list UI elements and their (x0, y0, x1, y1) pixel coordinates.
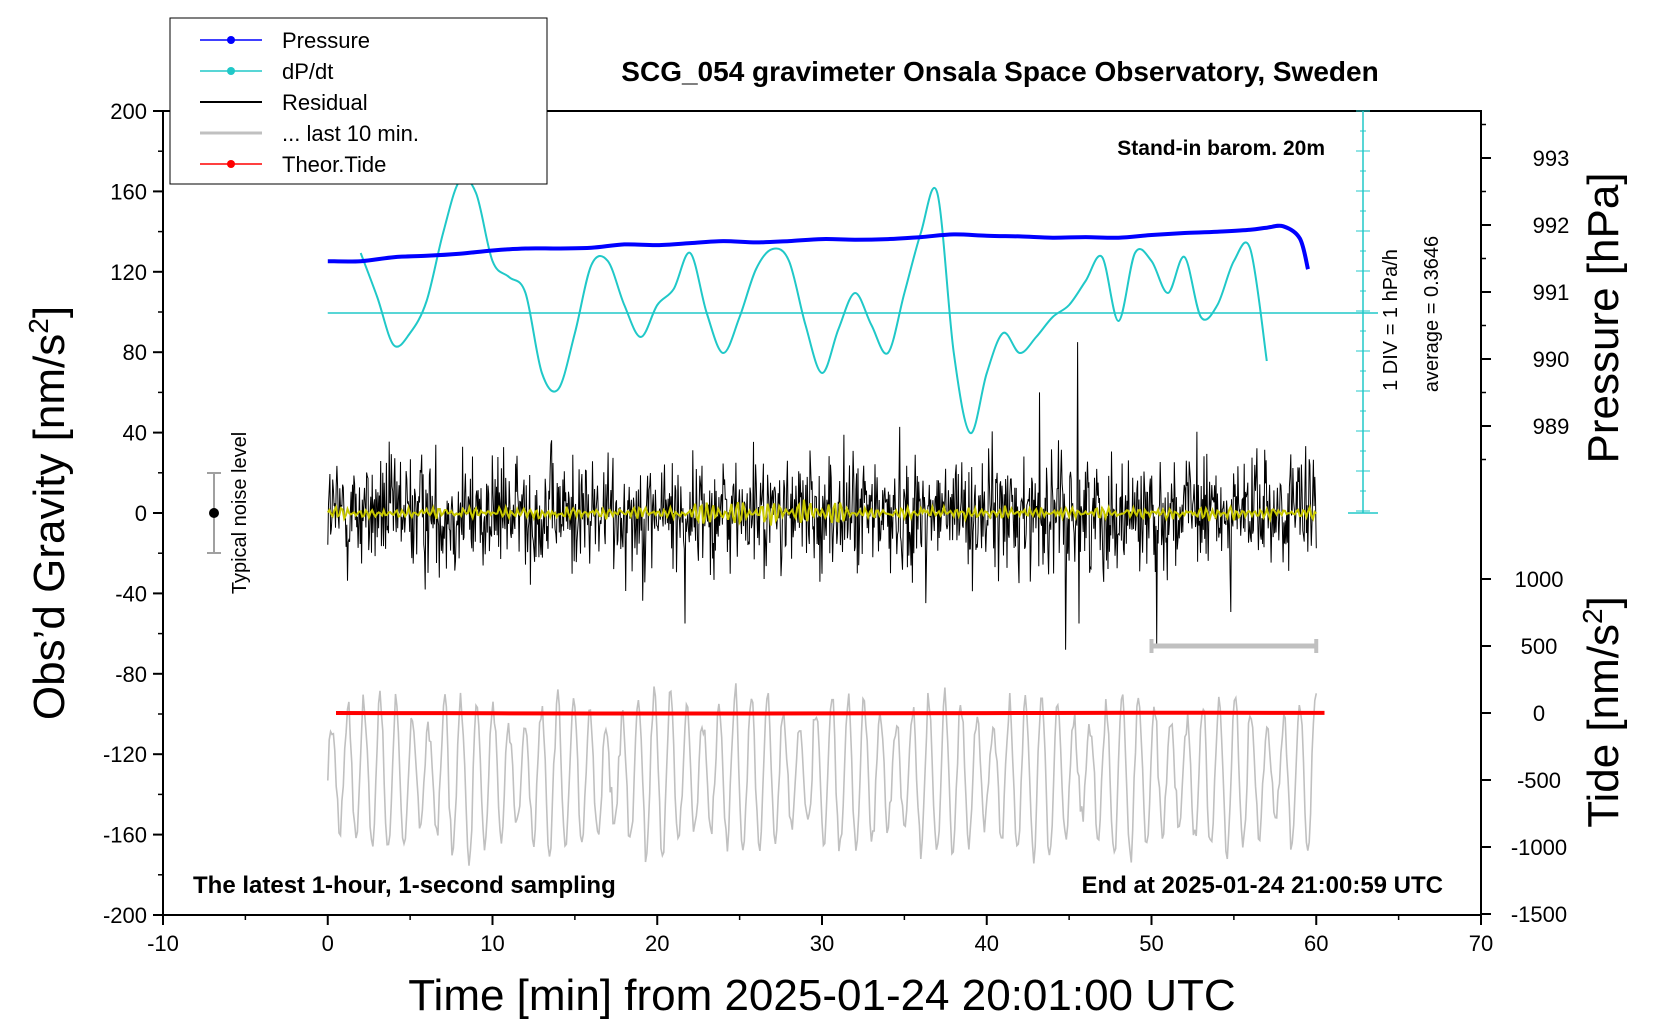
y-axis-left: 200 160 120 80 40 0 -40 -80 -120 -160 -200 (103, 99, 163, 928)
y-axis-pressure-label: Pressure [hPa] (1579, 172, 1628, 463)
pressure-tick-label: 990 (1533, 347, 1570, 372)
legend-label: Residual (282, 90, 368, 115)
y-left-tick-label: -80 (115, 662, 147, 687)
pressure-line (327, 223, 1310, 270)
pressure-tick-label: 989 (1533, 414, 1570, 439)
legend-marker (227, 160, 235, 168)
legend-marker (227, 36, 235, 44)
y-left-label-main: Obs’d Gravity [nm/s (25, 334, 74, 720)
noise-level-label: Typical noise level (229, 432, 251, 594)
residual-line (327, 342, 1317, 650)
tide-tick-label: 0 (1533, 701, 1545, 726)
dpdt-average-label: average = 0.3646 (1421, 236, 1443, 392)
tide-line (335, 710, 1325, 716)
x-tick-label: 60 (1304, 931, 1328, 956)
y-left-tick-label: 0 (135, 501, 147, 526)
tide-label-close: ] (1579, 596, 1628, 608)
legend-label: Pressure (282, 28, 370, 53)
dpdt-scale-label: 1 DIV = 1 hPa/h (1380, 249, 1402, 391)
y-left-tick-label: 80 (123, 340, 147, 365)
x-tick-label: 0 (322, 931, 334, 956)
y-left-tick-label: -120 (103, 742, 147, 767)
tide-label-sup: 2 (1577, 608, 1608, 624)
x-tick-label: 10 (480, 931, 504, 956)
sampling-note: The latest 1-hour, 1-second sampling (193, 872, 616, 899)
tide-tick-label: -1000 (1511, 835, 1567, 860)
x-tick-label: 40 (975, 931, 999, 956)
tide-tick-label: 1000 (1515, 567, 1564, 592)
legend-label: Theor.Tide (282, 152, 386, 177)
x-tick-label: -10 (147, 931, 179, 956)
tide-series (335, 710, 1325, 716)
y-axis-pressure: 993 992 991 990 989 (1481, 123, 1570, 461)
y-axis-tide: 1000 500 0 -500 -1000 -1500 (1481, 567, 1567, 927)
smoothed-line (326, 499, 1318, 526)
y-left-label-sup: 2 (23, 318, 54, 334)
tide-tick-label: 500 (1521, 634, 1558, 659)
pressure-tick-label: 993 (1533, 146, 1570, 171)
last10-series (327, 683, 1318, 866)
y-left-tick-label: -200 (103, 903, 147, 928)
y-axis-left-label: Obs’d Gravity [nm/s2] (23, 306, 74, 720)
dpdt-scale-axis (327, 110, 1378, 514)
tide-tick-label: -500 (1517, 768, 1561, 793)
x-axis: -10 0 10 20 30 40 50 60 70 (147, 915, 1493, 956)
y-left-tick-label: 200 (110, 99, 147, 124)
y-left-tick-label: 160 (110, 179, 147, 204)
dpdt-line (359, 177, 1268, 435)
x-tick-label: 20 (645, 931, 669, 956)
barometer-note: Stand-in barom. 20m (1117, 137, 1325, 160)
noise-level-indicator (207, 472, 221, 554)
pressure-series (327, 223, 1310, 270)
legend-marker (227, 67, 235, 75)
x-tick-label: 70 (1469, 931, 1493, 956)
last10-line (327, 683, 1318, 866)
y-axis-tide-label: Tide [nm/s2] (1577, 596, 1628, 828)
x-axis-label: Time [min] from 2025-01-24 20:01:00 UTC (408, 971, 1235, 1020)
residual-series (327, 342, 1317, 650)
tide-label-main: Tide [nm/s (1579, 624, 1628, 828)
y-left-tick-label: 120 (110, 260, 147, 285)
pressure-tick-label: 991 (1533, 280, 1570, 305)
tide-tick-label: -1500 (1511, 902, 1567, 927)
pressure-tick-label: 992 (1533, 213, 1570, 238)
last10-range-bar (1149, 639, 1319, 653)
y-left-tick-label: 40 (123, 421, 147, 446)
x-tick-label: 50 (1139, 931, 1163, 956)
y-left-tick-label: -160 (103, 823, 147, 848)
legend: Pressure dP/dt Residual ... last 10 min. The… (169, 17, 548, 185)
smoothed-residual-series (326, 499, 1318, 526)
x-tick-label: 30 (810, 931, 834, 956)
y-left-tick-label: -40 (115, 581, 147, 606)
chart-title: SCG_054 gravimeter Onsala Space Observat… (621, 56, 1378, 87)
end-time-note: End at 2025-01-24 21:00:59 UTC (1082, 872, 1444, 899)
dpdt-series (359, 177, 1268, 435)
legend-label: ... last 10 min. (282, 121, 419, 146)
y-left-label-close: ] (25, 306, 74, 318)
legend-label: dP/dt (282, 59, 333, 84)
